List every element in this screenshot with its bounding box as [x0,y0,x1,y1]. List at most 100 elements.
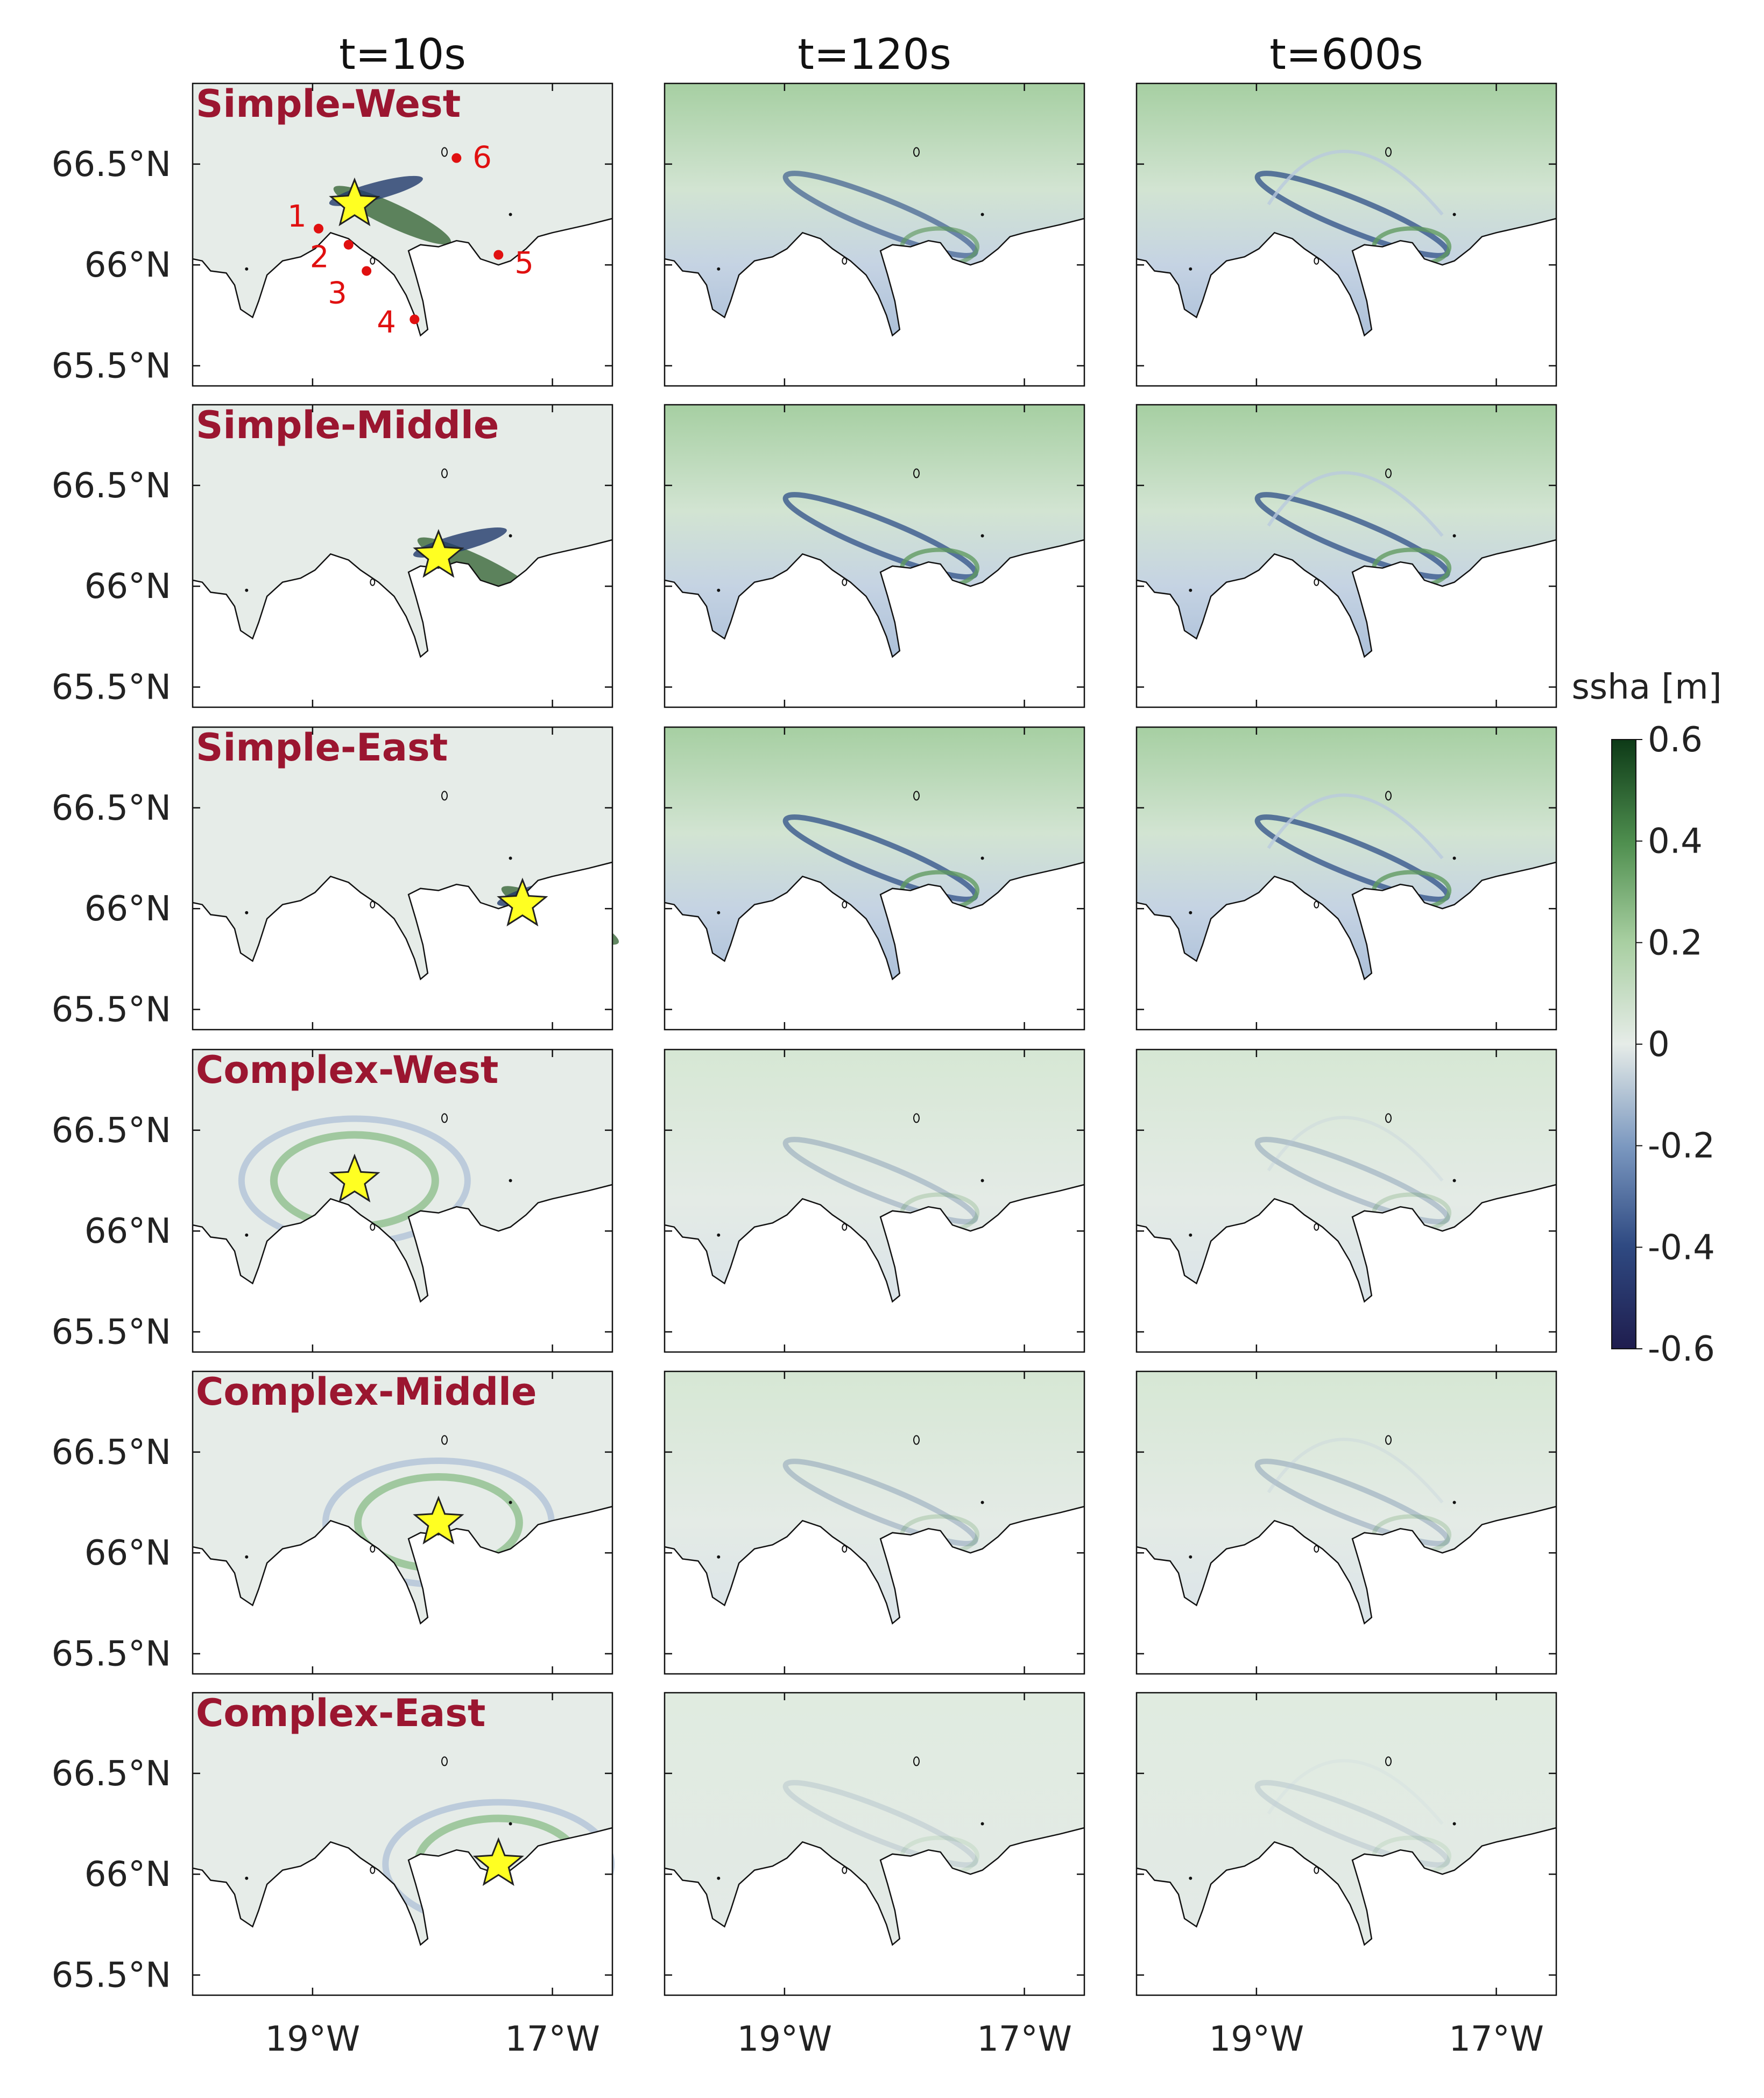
island [1385,1756,1392,1766]
x-tick-label: 17°W [1449,2019,1544,2059]
y-tick-label: 65.5°N [52,1635,171,1674]
station-label: 6 [472,140,492,175]
land [665,219,1084,386]
island [1452,1501,1456,1504]
coastline [664,1505,1085,1625]
wave-front [1254,1459,1450,1546]
island [1452,1822,1456,1826]
wave-front [1267,793,1444,860]
island [370,578,376,586]
scenario-label: Simple-East [196,726,448,770]
land [665,862,1084,1030]
wave-front [1254,1137,1450,1224]
y-tick-label: 66°N [84,889,171,929]
island [1314,1866,1320,1874]
wave-front [1267,1438,1444,1504]
island [509,1501,512,1504]
island [441,468,448,478]
panel-frame [664,1370,1085,1675]
island [509,856,512,860]
island [370,1545,376,1553]
island [509,534,512,538]
coastline [664,217,1085,337]
station-marker [451,153,462,163]
island [842,1223,848,1231]
land [665,540,1084,707]
scenario-label: Complex-West [196,1048,498,1092]
island [913,147,920,157]
land [1137,1185,1556,1352]
island [1314,578,1320,586]
colorbar-tick-label: -0.2 [1648,1127,1715,1166]
y-tick-label: 66°N [84,1212,171,1251]
y-tick-label: 65.5°N [52,347,171,386]
coastline [1136,539,1557,658]
land [1137,1828,1556,1995]
land [665,1506,1084,1674]
source-star [413,529,464,578]
coastline [1136,1505,1557,1625]
map-panel [1135,1048,1557,1353]
y-tick-label: 66.5°N [52,1433,171,1473]
colorbar-label: ssha [m] [1571,667,1721,707]
land [193,1506,612,1674]
island [980,534,984,538]
panel-frame [192,1692,613,1996]
y-tick-label: 66.5°N [52,788,171,828]
wave-front [1254,1780,1450,1868]
island [842,578,848,586]
y-tick-label: 66°N [84,245,171,285]
island [1385,791,1392,801]
station-marker [493,250,504,260]
island [1189,588,1193,592]
source-star [472,1837,524,1886]
coastline [1136,861,1557,981]
map-panel [1135,726,1557,1031]
source-star [413,1495,464,1545]
panel-frame [192,82,613,387]
x-tick-label: 17°W [977,2019,1072,2059]
land [193,1828,612,1995]
island [370,257,376,265]
land [193,862,612,1030]
island [370,1223,376,1231]
map-panel: Complex-Middle [192,1370,613,1675]
island [245,1555,249,1559]
island [980,1179,984,1182]
scenario-label: Complex-East [196,1691,485,1735]
station-marker [314,223,323,234]
y-tick-label: 66.5°N [52,1754,171,1794]
island [370,900,376,909]
coastline [664,1184,1085,1303]
island [1385,1113,1392,1123]
land [1137,219,1556,386]
land [193,219,612,386]
panel-frame [664,1048,1085,1353]
panel-frame [1135,1692,1557,1996]
station-marker [343,240,354,250]
x-tick-label: 19°W [1209,2019,1304,2059]
island [1385,468,1392,478]
island [245,588,249,592]
island [913,791,920,801]
island [1452,534,1456,538]
island [1452,856,1456,860]
panel-frame [1135,726,1557,1031]
coastline [192,539,613,658]
wave-front [782,1459,978,1546]
island [1189,267,1193,271]
island [245,1233,249,1237]
island [913,1113,920,1123]
panel-frame [192,726,613,1031]
island [1189,1555,1193,1559]
map-panel [664,726,1085,1031]
panel-frame [192,1048,613,1353]
station-marker [362,266,372,276]
island [1452,213,1456,216]
map-panel [664,1692,1085,1996]
map-panel: Simple-East [192,726,619,1031]
y-tick-label: 65.5°N [52,668,171,708]
island [842,1545,848,1553]
panel-frame [1135,404,1557,708]
